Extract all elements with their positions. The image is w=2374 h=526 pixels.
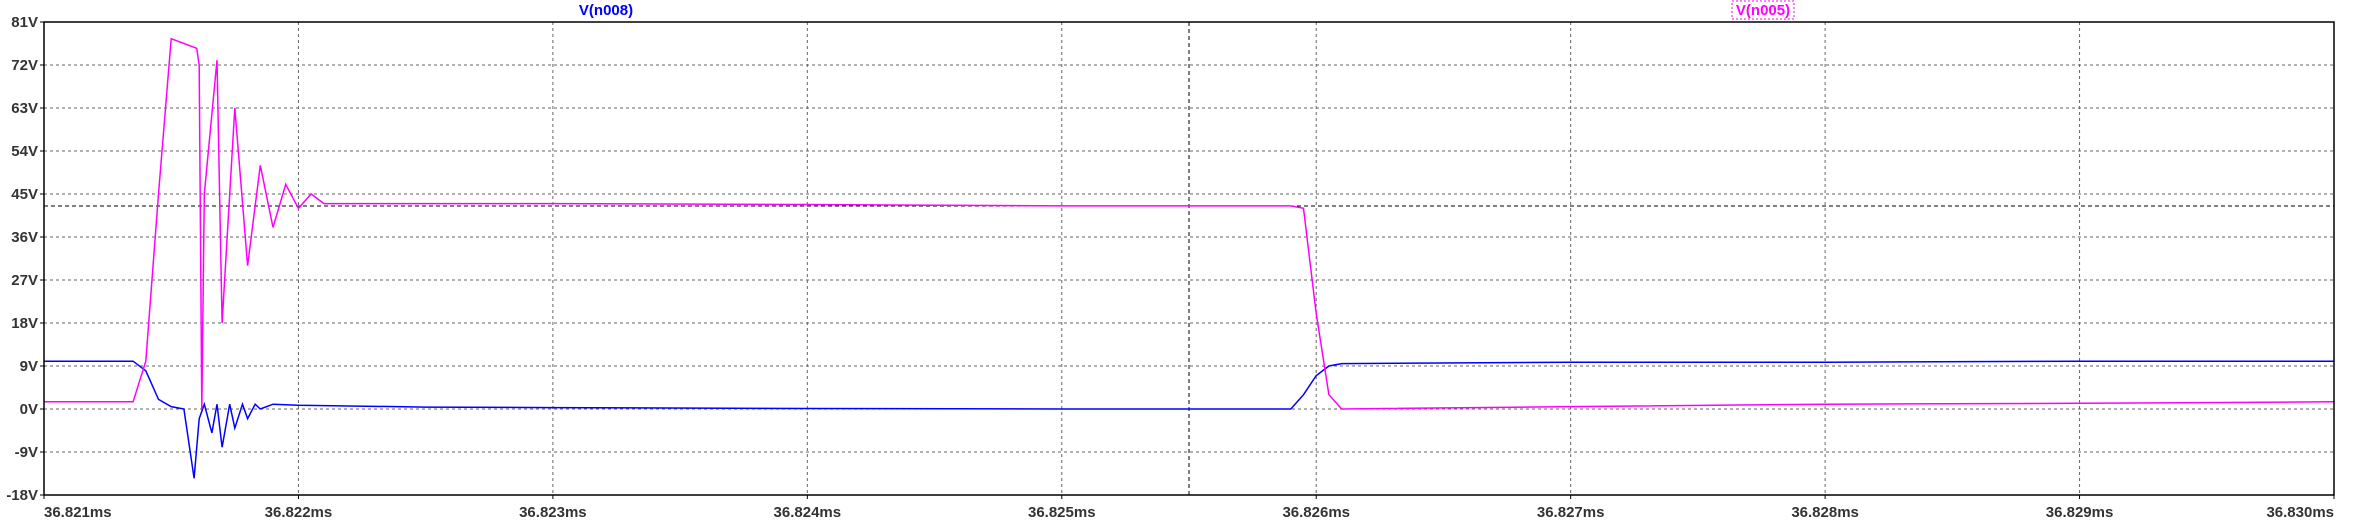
y-tick-label: 36V	[11, 229, 38, 246]
legend-entry[interactable]: V(n005)	[1731, 0, 1795, 20]
x-tick-label: 36.822ms	[265, 504, 333, 521]
legend[interactable]: V(n008) V(n005)	[579, 0, 1795, 20]
legend-entry[interactable]: V(n008)	[579, 2, 633, 19]
y-tick-label: 63V	[11, 100, 38, 117]
y-tick-label: 72V	[11, 57, 38, 74]
x-tick-label: 36.821ms	[44, 504, 112, 521]
series-line-V(n008)[interactable]	[44, 360, 2334, 479]
x-tick-label: 36.829ms	[2046, 504, 2114, 521]
x-tick-label: 36.828ms	[1791, 504, 1859, 521]
y-tick-label: 54V	[11, 143, 38, 160]
y-tick-label: 27V	[11, 272, 38, 289]
y-tick-label: -18V	[6, 487, 38, 504]
x-tick-label: 36.826ms	[1282, 504, 1350, 521]
x-tick-label: 36.830ms	[2266, 504, 2334, 521]
x-tick-label: 36.823ms	[519, 504, 587, 521]
y-tick-label: 9V	[20, 358, 38, 375]
y-tick-label: 0V	[20, 401, 38, 418]
y-axis-ticks: -18V -9V 0V 9V 18V 27V 36V 45V 54V 63V 72V 81V	[6, 14, 44, 504]
series-line-V(n005)[interactable]	[44, 37, 2335, 410]
x-tick-label: 36.824ms	[774, 504, 842, 521]
trace-group	[44, 37, 2335, 479]
x-tick-label: 36.825ms	[1028, 504, 1096, 521]
legend-label[interactable]: V(n005)	[1736, 2, 1790, 19]
x-tick-label: 36.827ms	[1537, 504, 1605, 521]
y-tick-label: 18V	[11, 315, 38, 332]
y-tick-label: 45V	[11, 186, 38, 203]
y-tick-label: -9V	[15, 444, 38, 461]
x-axis-ticks: 36.821ms 36.822ms 36.823ms 36.824ms 36.825ms…	[43, 495, 2335, 521]
plot-frame	[43, 21, 2335, 496]
legend-label[interactable]: V(n008)	[579, 2, 633, 19]
y-tick-label: 81V	[11, 14, 38, 31]
grid-lines	[44, 22, 2334, 495]
